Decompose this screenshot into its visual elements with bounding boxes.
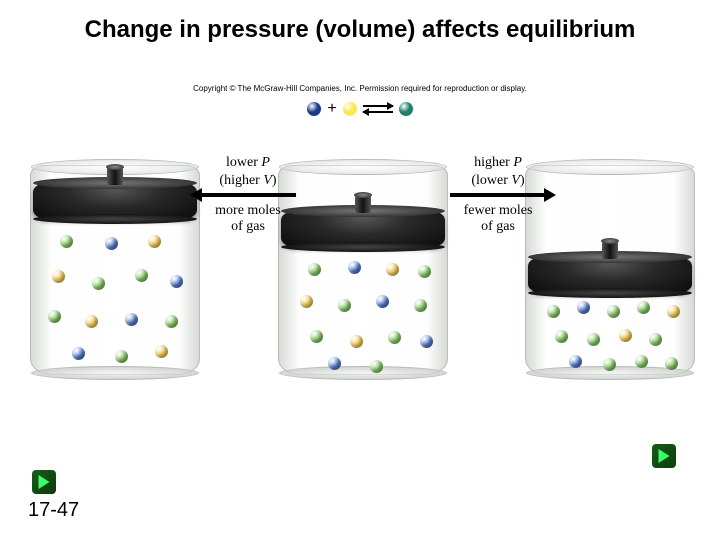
arrow-left-icon (200, 193, 296, 197)
piston (33, 183, 197, 219)
page-number: 17-47 (28, 499, 79, 522)
molecule-blue (569, 355, 582, 368)
molecule-yellow (619, 329, 632, 342)
molecule-green (587, 333, 600, 346)
molecule-green (607, 305, 620, 318)
molecule-blue (125, 313, 138, 326)
piston-knob (355, 195, 371, 213)
of-gas-label-r: of gas (438, 219, 558, 235)
label-group-left: lower P (higher V) more moles of gas (188, 155, 308, 235)
more-moles-label: more moles (188, 203, 308, 219)
molecule-green (165, 315, 178, 328)
molecule-green (649, 333, 662, 346)
reactant-a-icon (307, 102, 321, 116)
molecule-green (388, 331, 401, 344)
molecule-yellow (667, 305, 680, 318)
lower-p-label: lower P (188, 155, 308, 171)
copyright-text: Copyright © The McGraw-Hill Companies, I… (0, 84, 720, 93)
molecule-yellow (350, 335, 363, 348)
molecule-green (135, 269, 148, 282)
molecule-blue (105, 237, 118, 250)
higher-p-label: higher P (438, 155, 558, 171)
reaction-legend: + (0, 100, 720, 118)
equilibrium-arrows-icon (363, 103, 393, 115)
lower-v-label: (lower V) (438, 173, 558, 189)
molecule-green (665, 357, 678, 370)
nav-next-icon[interactable] (652, 444, 676, 468)
molecule-blue (420, 335, 433, 348)
cylinders-figure: lower P (higher V) more moles of gas hig… (30, 125, 690, 375)
molecule-green (115, 350, 128, 363)
molecule-blue (577, 301, 590, 314)
product-icon (399, 102, 413, 116)
of-gas-label-l: of gas (188, 219, 308, 235)
molecule-green (418, 265, 431, 278)
molecule-green (635, 355, 648, 368)
piston-knob (602, 241, 618, 259)
molecule-yellow (52, 270, 65, 283)
molecule-yellow (386, 263, 399, 276)
molecule-blue (328, 357, 341, 370)
fewer-moles-label: fewer moles (438, 203, 558, 219)
page-title: Change in pressure (volume) affects equi… (0, 16, 720, 44)
molecule-green (60, 235, 73, 248)
plus-icon: + (327, 100, 336, 118)
molecule-green (308, 263, 321, 276)
reactant-b-icon (343, 102, 357, 116)
molecule-green (637, 301, 650, 314)
cylinder-left (30, 165, 200, 375)
arrow-right-icon (450, 193, 546, 197)
molecule-blue (72, 347, 85, 360)
molecule-green (414, 299, 427, 312)
molecule-blue (376, 295, 389, 308)
molecule-green (310, 330, 323, 343)
molecule-yellow (300, 295, 313, 308)
nav-prev-icon[interactable] (32, 470, 56, 494)
molecule-yellow (148, 235, 161, 248)
piston-knob (107, 167, 123, 185)
molecule-blue (170, 275, 183, 288)
molecule-yellow (85, 315, 98, 328)
molecule-green (92, 277, 105, 290)
molecule-green (547, 305, 560, 318)
molecule-green (555, 330, 568, 343)
molecule-yellow (155, 345, 168, 358)
molecule-blue (348, 261, 361, 274)
molecule-green (370, 360, 383, 373)
molecule-green (48, 310, 61, 323)
label-group-right: higher P (lower V) fewer moles of gas (438, 155, 558, 235)
molecule-green (603, 358, 616, 371)
piston (528, 257, 692, 293)
higher-v-label: (higher V) (188, 173, 308, 189)
molecule-green (338, 299, 351, 312)
